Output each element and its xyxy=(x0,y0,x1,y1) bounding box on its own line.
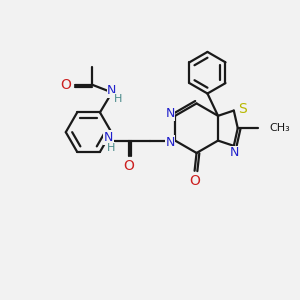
Text: N: N xyxy=(166,136,175,149)
Text: H: H xyxy=(114,94,122,103)
Text: N: N xyxy=(166,107,175,120)
Text: N: N xyxy=(107,84,116,97)
Text: N: N xyxy=(230,146,239,159)
Text: S: S xyxy=(238,102,247,116)
Text: O: O xyxy=(60,78,71,92)
Text: O: O xyxy=(189,174,200,188)
Text: O: O xyxy=(123,159,134,173)
Text: N: N xyxy=(104,131,113,144)
Text: CH₃: CH₃ xyxy=(269,123,290,133)
Text: H: H xyxy=(106,142,115,152)
